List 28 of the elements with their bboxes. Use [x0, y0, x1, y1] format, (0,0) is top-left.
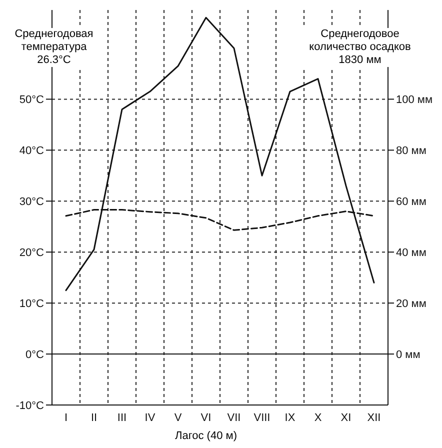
x-tick-label: V: [174, 412, 182, 424]
y-tick-label: 30°C: [19, 196, 44, 208]
y2-tick-label: 40 мм: [396, 247, 426, 259]
x-tick-label: IV: [144, 412, 156, 424]
annotation: Среднегодовое количество осадков 1830 мм: [300, 28, 420, 67]
x-tick-label: VIII: [254, 412, 270, 424]
x-tick-label: I: [64, 412, 68, 424]
x-tick-label: IX: [284, 412, 296, 424]
text: Лагос (40 м): [146, 430, 266, 443]
x-tick-label: VI: [200, 412, 212, 424]
x-tick-label: XI: [340, 412, 352, 424]
y2-tick-label: 20 мм: [396, 298, 426, 310]
y-tick-label: 10°C: [19, 298, 44, 310]
x-tick-label: VII: [227, 412, 241, 424]
y-tick-label: 40°C: [19, 145, 44, 158]
x-tick-label: III: [117, 412, 127, 424]
y-tick-label: 50°C: [19, 94, 44, 106]
y2-tick-label: 80 мм: [396, 145, 426, 158]
y-tick-label: 20°C: [19, 247, 44, 259]
x-tick-label: II: [90, 412, 98, 424]
annotation: Среднегодовая температура 26.3°C: [4, 28, 104, 67]
x-tick-label: XII: [367, 412, 381, 424]
y-tick-label: 0°C: [26, 348, 44, 361]
y-tick-label: -10°C: [16, 400, 44, 412]
y2-tick-label: 60 мм: [396, 196, 426, 208]
y2-tick-label: 100 мм: [396, 94, 433, 106]
x-tick-label: X: [314, 412, 322, 424]
y2-tick-label: 0 мм: [396, 348, 420, 361]
